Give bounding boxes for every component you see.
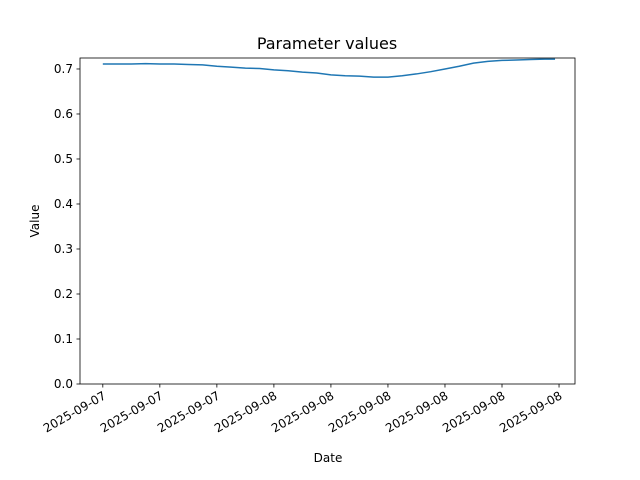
- y-tick-label: 0.4: [54, 197, 73, 211]
- x-tick-label: 2025-09-08: [497, 388, 564, 435]
- y-axis-label: Value: [28, 205, 42, 238]
- plot-frame: [79, 57, 576, 385]
- y-tick-label: 0.1: [54, 332, 73, 346]
- y-tick-label: 0.2: [54, 287, 73, 301]
- y-tick-label: 0.5: [54, 152, 73, 166]
- y-tick-label: 0.7: [54, 62, 73, 76]
- x-tick-label: 2025-09-08: [383, 388, 450, 435]
- x-tick-label: 2025-09-07: [98, 388, 165, 435]
- y-tick-label: 0.3: [54, 242, 73, 256]
- y-tick-label: 0.0: [54, 377, 73, 391]
- x-tick-label: 2025-09-08: [326, 388, 393, 435]
- x-axis-label: Date: [314, 451, 343, 465]
- x-tick-label: 2025-09-07: [155, 388, 222, 435]
- x-tick-label: 2025-09-08: [212, 388, 279, 435]
- data-line: [102, 58, 556, 78]
- x-tick-label: 2025-09-07: [41, 388, 108, 435]
- x-tick-label: 2025-09-08: [269, 388, 336, 435]
- x-tick-label: 2025-09-08: [440, 388, 507, 435]
- y-tick-label: 0.6: [54, 107, 73, 121]
- chart-title: Parameter values: [257, 34, 397, 53]
